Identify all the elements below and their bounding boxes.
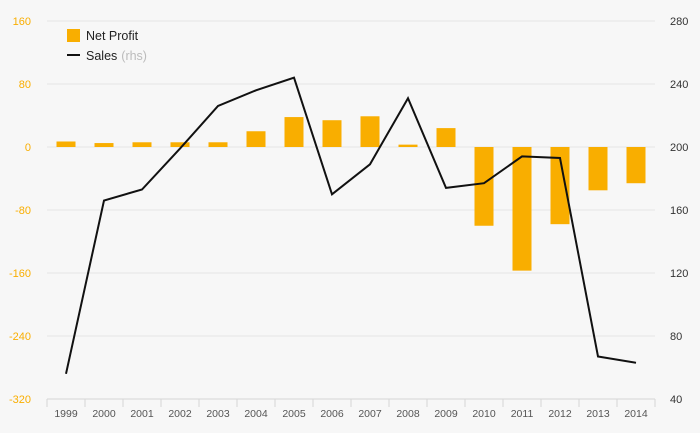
- x-tick-label: 1999: [54, 408, 78, 420]
- net-profit-bar: [132, 142, 152, 147]
- x-tick-label: 2013: [586, 408, 610, 420]
- sales-line: [65, 76, 637, 375]
- net-profit-bar: [322, 120, 342, 147]
- net-profit-bar: [474, 147, 494, 226]
- x-tick-label: 2004: [244, 408, 268, 420]
- x-tick-label: 2003: [206, 408, 230, 420]
- legend-label-net-profit: Net Profit: [86, 29, 139, 43]
- net-profit-bar: [170, 142, 190, 147]
- y-left-tick-label: -240: [9, 331, 31, 343]
- y-left-tick-label: 160: [13, 16, 31, 28]
- x-tick-label: 2007: [358, 408, 382, 420]
- x-tick-label: 2005: [282, 408, 306, 420]
- net-profit-bar: [284, 117, 304, 147]
- y-right-tick-label: 80: [670, 331, 682, 343]
- axes: 160 80 0 -80 -160 -240 -320 280 240 200 160 120 80 40…: [9, 16, 688, 420]
- net-profit-bar: [398, 144, 418, 147]
- net-profit-bar: [588, 147, 608, 191]
- x-tick-label: 2006: [320, 408, 344, 420]
- sales-line-layer: [65, 76, 637, 375]
- y-right-tick-label: 40: [670, 394, 682, 406]
- legend: Net Profit Sales (rhs): [67, 29, 147, 63]
- y-right-tick-label: 120: [670, 268, 688, 280]
- x-tick-label: 2002: [168, 408, 192, 420]
- x-tick-label: 2014: [624, 408, 648, 420]
- net-profit-bar: [626, 147, 646, 184]
- x-tick-label: 2011: [511, 408, 534, 420]
- x-tick-label: 2009: [434, 408, 458, 420]
- legend-sales-rhs-note: (rhs): [121, 49, 147, 63]
- y-right-tick-label: 200: [670, 142, 688, 154]
- net-profit-bar: [512, 147, 532, 271]
- net-profit-bar: [208, 142, 228, 147]
- net-profit-bar: [56, 141, 76, 147]
- y-left-tick-label: -80: [15, 205, 31, 217]
- legend-label-sales: Sales (rhs): [86, 49, 147, 63]
- legend-swatch-net-profit: [67, 29, 80, 42]
- y-right-tick-label: 280: [670, 16, 688, 28]
- legend-sales-name: Sales: [86, 49, 117, 63]
- net-profit-bar: [94, 143, 114, 147]
- x-tick-label: 2001: [130, 408, 154, 420]
- y-right-tick-label: 240: [670, 79, 688, 91]
- net-profit-bars: [56, 116, 646, 271]
- y-left-tick-label: 80: [19, 79, 31, 91]
- y-left-tick-label: -160: [9, 268, 31, 280]
- x-tick-label: 2008: [396, 408, 420, 420]
- x-tick-label: 2010: [472, 408, 496, 420]
- y-left-tick-label: 0: [25, 142, 31, 154]
- x-tick-label: 2000: [92, 408, 116, 420]
- net-profit-bar: [246, 131, 266, 147]
- x-tick-label: 2012: [548, 408, 572, 420]
- y-right-tick-label: 160: [670, 205, 688, 217]
- net-profit-bar: [550, 147, 570, 225]
- net-profit-bar: [436, 128, 456, 147]
- y-left-tick-label: -320: [9, 394, 31, 406]
- net-profit-bar: [360, 116, 380, 147]
